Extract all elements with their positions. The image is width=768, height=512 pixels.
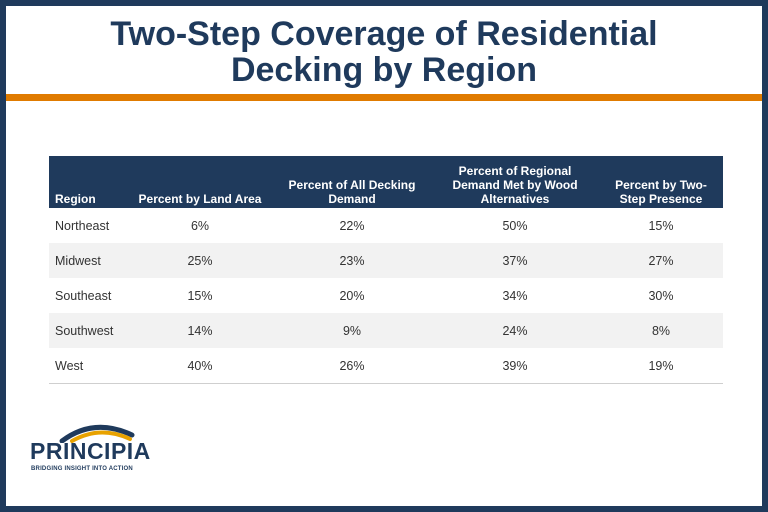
cell-region: Southeast [55, 288, 112, 303]
logo-tagline: BRIDGING INSIGHT INTO ACTION [31, 466, 133, 472]
header-region: Region [55, 192, 96, 206]
header-decking-demand: Percent of All Decking Demand [288, 178, 416, 206]
cell-two-step: 15% [648, 218, 674, 233]
table-row: West 40% 26% 39% 19% [49, 348, 723, 384]
cell-decking-demand: 9% [342, 323, 362, 338]
cell-wood-alternatives: 39% [502, 358, 528, 373]
principia-logo: PRINCIPIA BRIDGING INSIGHT INTO ACTION [28, 421, 158, 481]
cell-decking-demand: 26% [339, 358, 365, 373]
header-two-step: Percent by Two-Step Presence [615, 178, 707, 206]
cell-decking-demand: 20% [339, 288, 365, 303]
cell-region: Northeast [55, 218, 110, 233]
cell-land-area: 40% [187, 358, 213, 373]
cell-decking-demand: 23% [339, 253, 365, 268]
page-title: Two-Step Coverage of Residential Decking… [6, 16, 762, 88]
bridge-arc-icon [59, 424, 135, 443]
cell-land-area: 15% [187, 288, 213, 303]
cell-region: Midwest [55, 253, 101, 268]
title-divider [6, 94, 762, 101]
cell-two-step: 8% [651, 323, 671, 338]
table-row: Midwest 25% 23% 37% 27% [49, 243, 723, 278]
cell-region: Southwest [55, 323, 114, 338]
cell-two-step: 30% [648, 288, 674, 303]
table-row: Northeast 6% 22% 50% 15% [49, 208, 723, 243]
coverage-table: Region Percent by Land Area Percent of A… [49, 156, 723, 384]
cell-wood-alternatives: 37% [502, 253, 528, 268]
table-row: Southwest 14% 9% 24% 8% [49, 313, 723, 348]
cell-land-area: 25% [187, 253, 213, 268]
cell-wood-alternatives: 24% [502, 323, 528, 338]
cell-land-area: 14% [187, 323, 213, 338]
slide: Two-Step Coverage of Residential Decking… [6, 6, 762, 506]
logo-wordmark: PRINCIPIA [30, 438, 151, 464]
cell-two-step: 19% [648, 358, 674, 373]
cell-two-step: 27% [648, 253, 674, 268]
header-land-area: Percent by Land Area [138, 192, 262, 206]
cell-wood-alternatives: 34% [502, 288, 528, 303]
table-row: Southeast 15% 20% 34% 30% [49, 278, 723, 313]
header-wood-alternatives: Percent of Regional Demand Met by Wood A… [452, 164, 578, 206]
title-line-1: Two-Step Coverage of Residential [110, 15, 658, 53]
cell-region: West [55, 358, 84, 373]
title-line-2: Decking by Region [230, 51, 538, 89]
cell-land-area: 6% [190, 218, 210, 233]
cell-wood-alternatives: 50% [502, 218, 528, 233]
cell-decking-demand: 22% [339, 218, 365, 233]
table-header-row: Region Percent by Land Area Percent of A… [49, 156, 723, 208]
